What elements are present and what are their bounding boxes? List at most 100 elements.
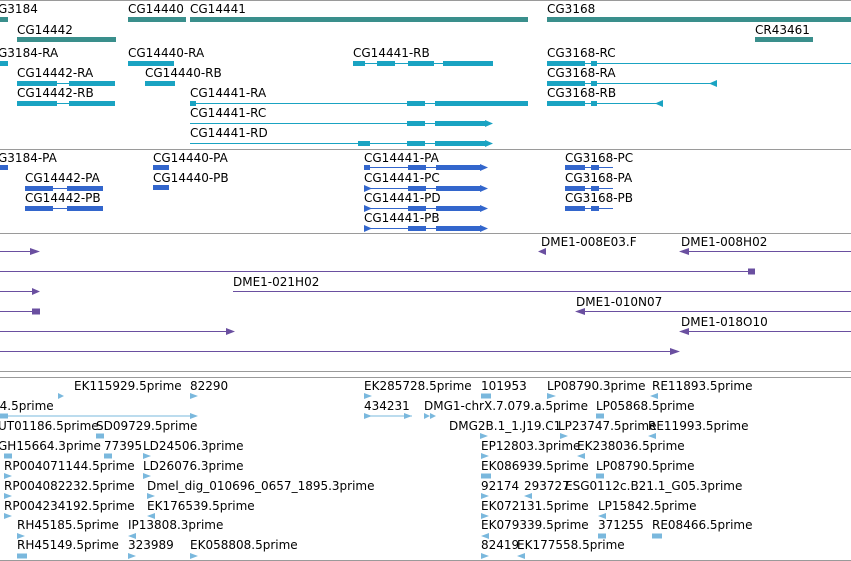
est-label[interactable]: 101953 [481, 379, 527, 393]
transcript-glyph[interactable] [190, 119, 495, 128]
est-label[interactable]: LP15842.5prime [598, 499, 697, 513]
protein-glyph[interactable] [364, 204, 489, 213]
clone-glyph[interactable] [0, 307, 42, 316]
protein-label[interactable]: CG14440-PB [153, 171, 229, 185]
clone-label[interactable]: DME1-008H02 [681, 235, 768, 249]
est-label[interactable]: EK177558.5prime [517, 538, 625, 552]
est-label[interactable]: 82290 [190, 379, 229, 393]
gene-bar[interactable] [0, 17, 8, 22]
transcript-bar[interactable] [0, 61, 8, 66]
protein-label[interactable]: CG14441-PD [364, 191, 441, 205]
transcript-glyph[interactable] [17, 99, 117, 108]
transcript-label[interactable]: CG14442-RB [17, 86, 94, 100]
transcript-label[interactable]: CG3168-RC [547, 46, 616, 60]
gene-label[interactable]: CG14441 [190, 2, 246, 16]
est-label[interactable]: RP004234192.5prime [4, 499, 135, 513]
protein-glyph[interactable] [565, 184, 615, 193]
protein-bar[interactable] [153, 185, 169, 190]
gene-label[interactable]: G3184 [0, 2, 38, 16]
transcript-glyph[interactable] [353, 59, 498, 68]
gene-bar[interactable] [547, 17, 851, 22]
est-label[interactable]: EP12803.3prime [481, 439, 581, 453]
clone-glyph[interactable] [233, 287, 851, 296]
est-label[interactable]: EK115929.5prime [74, 379, 182, 393]
clone-glyph[interactable] [679, 247, 851, 256]
gene-label[interactable]: CG14440 [128, 2, 184, 16]
protein-glyph[interactable] [565, 204, 615, 213]
clone-glyph[interactable] [0, 267, 758, 276]
est-label[interactable]: 77395 [104, 439, 143, 453]
gene-bar[interactable] [190, 17, 528, 22]
est-glyph[interactable] [0, 412, 851, 420]
clone-label[interactable]: DME1-010N07 [576, 295, 663, 309]
est-label[interactable]: RE08466.5prime [652, 518, 753, 532]
est-label[interactable]: IP13808.3prime [128, 518, 224, 532]
protein-label[interactable]: CG3168-PC [565, 151, 634, 165]
est-label[interactable]: LP23747.5prime [558, 419, 657, 433]
est-label[interactable]: 371255 [598, 518, 644, 532]
est-label[interactable]: Dmel_dig_010696_0657_1895.3prime [147, 479, 375, 493]
est-label[interactable]: 293727 [524, 479, 570, 493]
est-label[interactable]: EK072131.5prime [481, 499, 589, 513]
est-label[interactable]: 434231 [364, 399, 410, 413]
transcript-glyph[interactable] [190, 99, 530, 108]
gene-bar[interactable] [128, 17, 186, 22]
transcript-glyph[interactable] [547, 99, 667, 108]
est-label[interactable]: 54.5prime [0, 399, 54, 413]
clone-glyph[interactable] [679, 327, 851, 336]
protein-glyph[interactable] [565, 163, 615, 172]
transcript-label[interactable]: CG14441-RD [190, 126, 268, 140]
clone-label[interactable]: DME1-018O10 [681, 315, 768, 329]
transcript-label[interactable]: CG14441-RB [353, 46, 430, 60]
clone-glyph[interactable] [0, 327, 236, 336]
gene-label[interactable]: CG14442 [17, 23, 73, 37]
est-label[interactable]: EK238036.5prime [577, 439, 685, 453]
est-label[interactable]: RE11993.5prime [648, 419, 749, 433]
transcript-label[interactable]: CG14441-RC [190, 106, 267, 120]
est-label[interactable]: 323989 [128, 538, 174, 552]
est-label[interactable]: LP08790.5prime [596, 459, 695, 473]
protein-label[interactable]: CG14442-PA [25, 171, 100, 185]
protein-label[interactable]: CG14442-PB [25, 191, 101, 205]
est-label[interactable]: EK058808.5prime [190, 538, 298, 552]
protein-bar[interactable] [0, 165, 8, 170]
transcript-bar[interactable] [128, 61, 174, 66]
est-label[interactable]: DMG2B.1_1.J19.C1 [449, 419, 562, 433]
est-glyph[interactable] [0, 532, 851, 540]
protein-glyph[interactable] [364, 184, 489, 193]
transcript-label[interactable]: CG3168-RB [547, 86, 617, 100]
transcript-glyph[interactable] [547, 59, 851, 68]
est-label[interactable]: RP004071144.5prime [4, 459, 135, 473]
clone-glyph[interactable] [0, 287, 42, 296]
transcript-label[interactable]: CG3168-RA [547, 66, 616, 80]
transcript-label[interactable]: G3184-RA [0, 46, 59, 60]
est-label[interactable]: RE11893.5prime [652, 379, 753, 393]
protein-label[interactable]: CG3168-PB [565, 191, 634, 205]
est-label[interactable]: LP08790.3prime [547, 379, 646, 393]
est-glyph[interactable] [0, 432, 851, 440]
protein-label[interactable]: CG14441-PA [364, 151, 439, 165]
clone-glyph[interactable] [575, 307, 851, 316]
protein-glyph[interactable] [25, 184, 105, 193]
transcript-bar[interactable] [145, 81, 175, 86]
est-glyph[interactable] [0, 492, 851, 500]
est-label[interactable]: LD24506.3prime [143, 439, 244, 453]
est-glyph[interactable] [0, 552, 851, 560]
est-label[interactable]: EK086939.5prime [481, 459, 589, 473]
clone-glyph[interactable] [538, 247, 550, 256]
est-label[interactable]: 92174 [481, 479, 520, 493]
gene-bar[interactable] [755, 37, 813, 42]
est-glyph[interactable] [0, 512, 851, 520]
gene-label[interactable]: CG3168 [547, 2, 596, 16]
transcript-glyph[interactable] [190, 139, 495, 148]
clone-glyph[interactable] [0, 347, 682, 356]
est-label[interactable]: LD26076.3prime [143, 459, 244, 473]
protein-glyph[interactable] [364, 163, 489, 172]
protein-label[interactable]: CG14440-PA [153, 151, 228, 165]
est-label[interactable]: EK176539.5prime [147, 499, 255, 513]
protein-glyph[interactable] [25, 204, 105, 213]
est-glyph[interactable] [0, 472, 851, 480]
clone-label[interactable]: DME1-008E03.F [541, 235, 637, 249]
est-label[interactable]: RP004082232.5prime [4, 479, 135, 493]
est-label[interactable]: ESG0112c.B21.1_G05.3prime [565, 479, 743, 493]
